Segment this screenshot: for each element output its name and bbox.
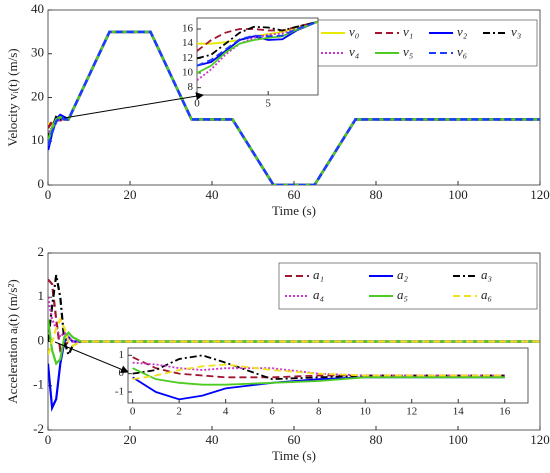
y-tick-label: 1 <box>38 288 45 303</box>
x-tick-label: 8 <box>316 406 322 418</box>
y-tick-label: -1 <box>33 377 44 392</box>
x-tick-label: 20 <box>124 432 137 447</box>
y-axis-label: Acceleration aᵢ(t) (m/s²) <box>5 279 20 403</box>
legend-label: v₅ <box>403 44 413 59</box>
x-tick-label: 100 <box>448 432 468 447</box>
inset: 0 2 4 6 8 10 12 14 16 -1 0 1 <box>115 347 529 418</box>
series-line <box>48 297 540 343</box>
legend-label: a₅ <box>397 287 408 302</box>
zoom-arrow <box>54 341 129 374</box>
x-tick-label: 5 <box>265 98 271 110</box>
x-tick-label: 40 <box>206 187 219 202</box>
y-tick-label: 12 <box>182 52 193 64</box>
y-tick-label: 40 <box>31 1 44 16</box>
x-tick-label: 2 <box>176 406 182 418</box>
x-axis-label: Time (s) <box>272 203 316 218</box>
legend-label: a₃ <box>481 267 492 282</box>
legend-label: v₆ <box>457 44 467 59</box>
y-tick-label: -2 <box>33 421 44 436</box>
legend-label: v₄ <box>349 44 360 59</box>
x-tick-label: 16 <box>499 406 511 418</box>
y-tick-label: 1 <box>119 349 125 361</box>
series-line <box>197 20 318 60</box>
x-tick-label: 0 <box>45 187 52 202</box>
x-tick-label: 4 <box>223 406 229 418</box>
y-tick-label: 20 <box>31 88 44 103</box>
x-tick-label: 20 <box>124 187 137 202</box>
series-line <box>48 274 540 358</box>
zoom-arrow <box>63 92 204 119</box>
inset: 0 5 8 10 12 14 16 <box>182 17 319 110</box>
series-line <box>48 319 540 366</box>
series-line <box>197 20 318 52</box>
y-axis-label: Velocity vᵢ(t) (m/s) <box>5 48 20 146</box>
y-tick-label: 2 <box>38 244 45 259</box>
x-tick-label: 6 <box>269 406 275 418</box>
legend-label: v₀ <box>349 24 359 39</box>
x-tick-label: 10 <box>360 406 372 418</box>
x-tick-label: 0 <box>45 432 52 447</box>
x-axis-label: Time (s) <box>272 448 316 463</box>
series-line <box>197 20 318 67</box>
series-line <box>48 30 540 185</box>
y-tick-label: 0 <box>119 367 125 379</box>
x-tick-label: 60 <box>288 432 301 447</box>
legend-label: a₄ <box>313 287 325 302</box>
x-tick-label: 0 <box>130 406 136 418</box>
series-line <box>132 367 505 386</box>
legend-label: v₁ <box>403 24 413 39</box>
legend-label: v₃ <box>511 24 521 39</box>
y-tick-label: 0 <box>38 332 45 347</box>
legend-box <box>278 262 538 310</box>
x-tick-label: 120 <box>530 187 550 202</box>
series-line <box>48 316 540 356</box>
legend-label: a₁ <box>313 267 324 282</box>
y-tick-label: 10 <box>182 67 194 79</box>
x-tick-label: 120 <box>530 432 550 447</box>
legend-label: a₂ <box>397 267 409 282</box>
x-tick-label: 40 <box>206 432 219 447</box>
y-tick-label: 10 <box>31 132 44 147</box>
x-tick-label: 14 <box>453 406 465 418</box>
x-tick-label: 12 <box>406 406 417 418</box>
series-line <box>132 361 505 377</box>
x-tick-label: 0 <box>194 98 200 110</box>
y-tick-label: -1 <box>115 386 124 398</box>
y-tick-label: 0 <box>38 176 45 191</box>
series-line <box>197 20 318 82</box>
series-line <box>132 363 505 381</box>
legend-label: a₆ <box>481 287 492 302</box>
y-tick-label: 8 <box>188 81 194 93</box>
x-tick-label: 80 <box>370 187 383 202</box>
legend-label: v₂ <box>457 24 468 39</box>
series-line <box>197 20 318 67</box>
series-line <box>132 354 505 381</box>
y-tick-label: 30 <box>31 45 44 60</box>
y-tick-label: 16 <box>182 23 194 35</box>
x-tick-label: 100 <box>448 187 468 202</box>
x-tick-label: 60 <box>288 187 301 202</box>
x-tick-label: 80 <box>370 432 383 447</box>
y-tick-label: 14 <box>182 37 194 49</box>
